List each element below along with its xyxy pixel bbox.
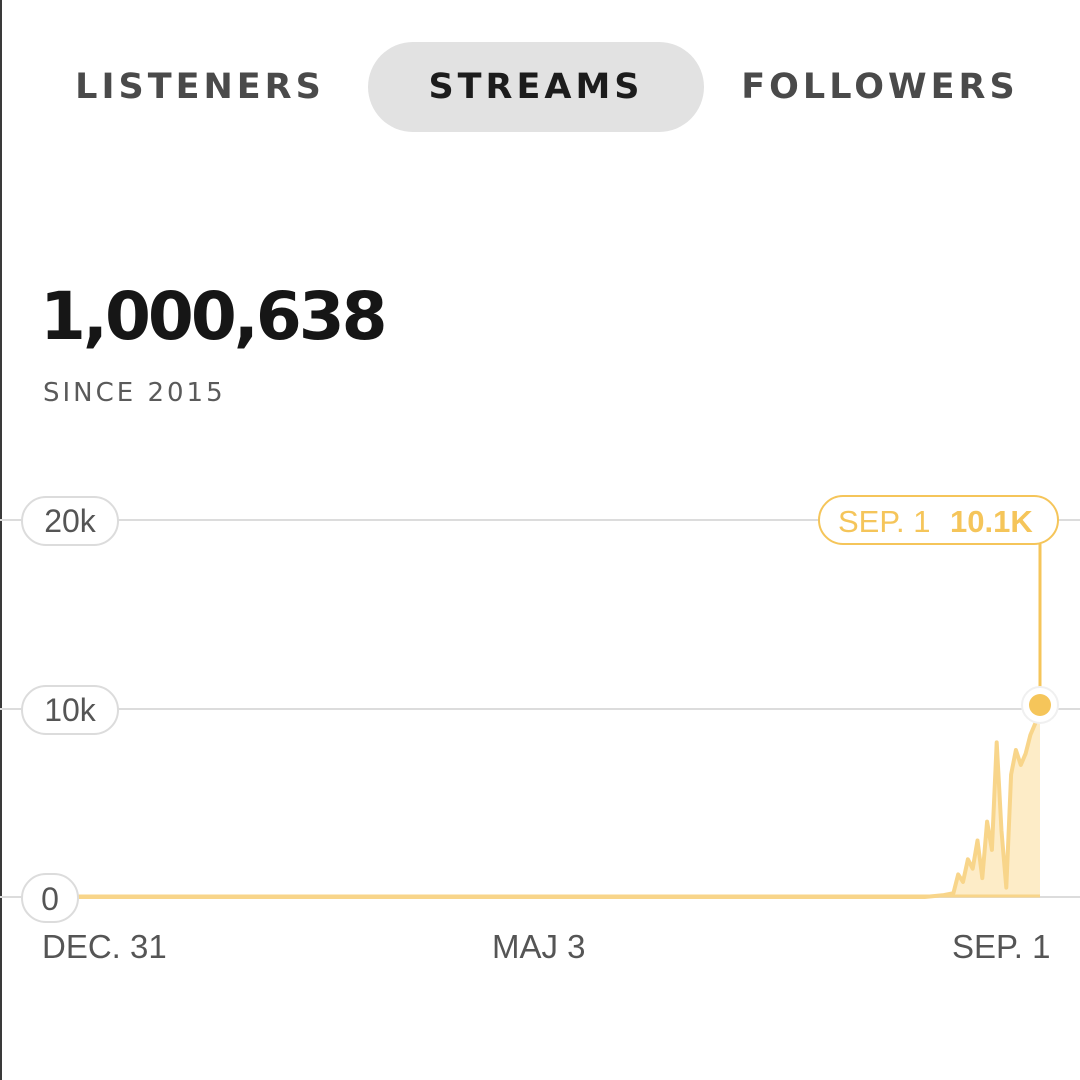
y-tick-label-20k: 20k [44, 503, 97, 539]
tooltip-date: SEP. 1 [838, 504, 931, 539]
y-tick-label-10k: 10k [44, 692, 97, 728]
tab-listeners[interactable]: LISTENERS [75, 67, 325, 107]
y-tick-label-0: 0 [41, 881, 59, 917]
x-tick-label-start: DEC. 31 [42, 928, 167, 965]
tooltip-value: 10.1K [950, 504, 1033, 539]
x-tick-label-end: SEP. 1 [952, 928, 1051, 965]
series-area [78, 706, 1040, 897]
tab-streams[interactable]: STREAMS [368, 42, 704, 132]
tab-followers[interactable]: FOLLOWERS [741, 67, 1019, 107]
y-tick-10k: 10k [21, 685, 119, 735]
metric-tabs: LISTENERS STREAMS FOLLOWERS [0, 42, 1080, 134]
highlight-point-dot [1029, 694, 1051, 716]
series-line [78, 706, 1042, 899]
total-streams-caption: SINCE 2015 [43, 378, 226, 408]
x-tick-label-mid: MAJ 3 [492, 928, 586, 965]
highlight-tooltip: SEP. 1 10.1K [818, 495, 1059, 545]
window-left-edge [0, 0, 2, 1080]
y-tick-20k: 20k [21, 496, 119, 546]
y-tick-0: 0 [21, 873, 79, 923]
total-streams-value: 1,000,638 [40, 278, 388, 355]
